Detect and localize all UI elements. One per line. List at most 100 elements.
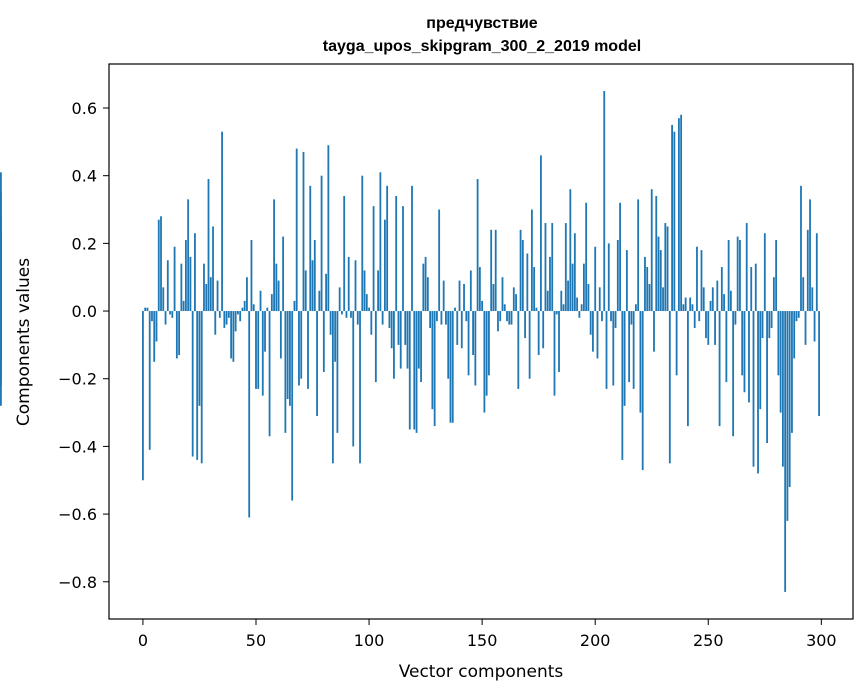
bar xyxy=(295,148,298,312)
bar xyxy=(250,239,253,312)
bar xyxy=(641,311,644,471)
bar xyxy=(334,311,337,362)
bar xyxy=(223,311,226,328)
bar xyxy=(485,311,488,396)
bar xyxy=(763,233,766,312)
bar xyxy=(388,311,391,328)
bar xyxy=(727,239,730,312)
bar xyxy=(732,311,735,437)
bar xyxy=(166,260,169,312)
bar xyxy=(451,311,454,423)
bar xyxy=(218,311,221,318)
bar xyxy=(252,304,255,312)
bar xyxy=(184,239,187,312)
bar xyxy=(469,270,472,312)
y-tick-label: −0.8 xyxy=(58,573,97,592)
bar xyxy=(155,311,158,342)
bar xyxy=(494,229,497,312)
bar xyxy=(675,311,678,376)
bar xyxy=(440,311,443,325)
bar xyxy=(383,219,386,312)
bar xyxy=(743,311,746,393)
bar xyxy=(657,236,660,312)
bar xyxy=(741,311,744,376)
bar xyxy=(779,311,782,413)
bar xyxy=(499,311,502,322)
bar xyxy=(795,311,798,322)
bar xyxy=(582,263,585,312)
bar xyxy=(761,311,764,339)
bar xyxy=(526,253,529,312)
bar xyxy=(754,263,757,312)
bar xyxy=(157,219,160,312)
bar xyxy=(576,297,579,312)
bar xyxy=(786,311,789,521)
bar xyxy=(329,311,332,335)
bar xyxy=(668,311,671,464)
bar xyxy=(307,311,309,389)
bar xyxy=(716,280,719,312)
bar xyxy=(436,311,438,322)
bar xyxy=(483,311,486,413)
bar xyxy=(194,233,196,312)
bar xyxy=(393,311,395,379)
bar xyxy=(246,277,248,312)
bar xyxy=(438,209,441,312)
bar xyxy=(239,311,242,322)
bar xyxy=(571,263,574,312)
bar xyxy=(698,311,701,322)
bar xyxy=(542,311,545,349)
x-tick-label: 250 xyxy=(693,631,724,650)
bar xyxy=(528,311,531,379)
bar xyxy=(467,311,470,376)
bar xyxy=(270,294,273,312)
bar xyxy=(399,311,402,369)
bar xyxy=(370,311,373,335)
bar xyxy=(530,209,533,312)
bar xyxy=(653,311,655,352)
bar xyxy=(363,270,366,312)
bar xyxy=(426,277,429,312)
bar xyxy=(587,283,590,312)
y-tick-label: −0.6 xyxy=(58,505,97,524)
bar xyxy=(189,256,192,312)
bar xyxy=(372,206,375,312)
bar xyxy=(309,185,312,312)
bar xyxy=(456,311,459,345)
bar xyxy=(343,195,346,312)
bar xyxy=(592,311,594,352)
bar xyxy=(677,118,680,312)
bar xyxy=(768,311,771,339)
bar xyxy=(752,311,755,467)
bar xyxy=(745,223,748,312)
bar xyxy=(537,311,540,356)
bar xyxy=(793,311,796,359)
bar xyxy=(454,307,456,312)
bar xyxy=(555,311,558,315)
bar xyxy=(503,304,506,312)
bar xyxy=(628,311,631,383)
bar xyxy=(209,277,212,312)
bar xyxy=(460,311,463,349)
bar xyxy=(605,311,608,389)
x-tick-label: 150 xyxy=(467,631,498,650)
bar xyxy=(368,307,370,312)
bar xyxy=(564,223,567,312)
bar xyxy=(433,311,436,427)
bar xyxy=(429,311,432,328)
bar xyxy=(286,311,289,400)
bar xyxy=(331,311,334,464)
bar xyxy=(175,311,178,359)
bar xyxy=(585,202,588,312)
bar xyxy=(777,311,780,376)
bar xyxy=(347,256,350,312)
bar xyxy=(684,297,687,312)
bar xyxy=(804,311,807,345)
bar xyxy=(791,311,793,433)
bar xyxy=(205,283,208,312)
bar xyxy=(162,287,165,312)
bar xyxy=(221,131,223,312)
bar xyxy=(673,131,676,312)
bar xyxy=(227,311,230,318)
